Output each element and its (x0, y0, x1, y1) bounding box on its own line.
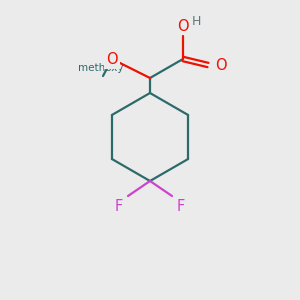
Text: F: F (115, 199, 123, 214)
Text: methoxy: methoxy (78, 63, 124, 73)
Text: O: O (177, 19, 189, 34)
Text: H: H (192, 15, 201, 28)
Text: O: O (215, 58, 226, 73)
Text: F: F (177, 199, 185, 214)
Text: O: O (106, 52, 118, 67)
